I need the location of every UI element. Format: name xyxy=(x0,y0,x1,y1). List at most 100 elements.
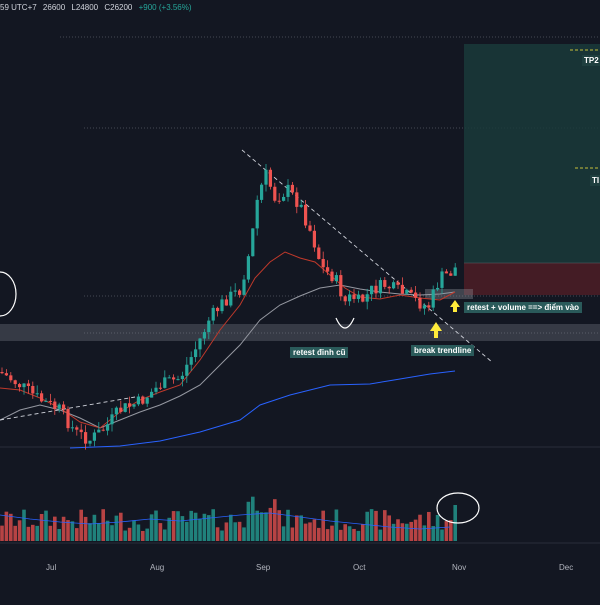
retest-volume-annotation[interactable]: retest + volume ==> điểm vào xyxy=(464,302,583,313)
volume-bar xyxy=(44,510,48,541)
x-axis-label-nov: Nov xyxy=(452,563,467,572)
volume-bar xyxy=(35,525,39,541)
volume-bar xyxy=(119,512,123,541)
volume-bar xyxy=(0,525,4,541)
volume-bar xyxy=(387,515,391,541)
volume-bar xyxy=(189,510,193,541)
volume-bar xyxy=(290,527,295,541)
candle-body xyxy=(145,397,149,404)
volume-bar xyxy=(378,529,383,541)
candle-body xyxy=(158,387,162,389)
candle-body xyxy=(295,192,299,207)
candle-body xyxy=(396,282,400,285)
volume-bar xyxy=(149,514,154,541)
candle-body xyxy=(150,391,154,398)
volume-bar xyxy=(167,517,171,541)
candle-body xyxy=(431,289,435,308)
volume-bar xyxy=(303,523,308,541)
volume-bar xyxy=(361,524,365,541)
x-axis-label-sep: Sep xyxy=(256,563,271,572)
volume-bar xyxy=(268,507,273,541)
candle-body xyxy=(216,307,220,312)
volume-bar xyxy=(308,522,312,541)
volume-bar xyxy=(17,520,22,541)
candle-series xyxy=(0,163,457,450)
volume-bar xyxy=(61,516,66,541)
candle-body xyxy=(202,332,206,339)
candle-body xyxy=(229,291,233,306)
volume-bar xyxy=(123,530,127,541)
volume-bar xyxy=(39,513,44,541)
volume-bar xyxy=(365,511,369,541)
candle-body xyxy=(339,275,343,297)
volume-bar xyxy=(229,514,233,541)
tp2-label[interactable]: TP2 xyxy=(582,55,600,66)
volume-bar xyxy=(48,525,53,541)
volume-bar xyxy=(242,527,246,541)
volume-ma-line xyxy=(0,512,451,530)
volume-bar xyxy=(325,529,330,541)
volume-bar xyxy=(334,509,339,541)
highlight-circle-volume xyxy=(436,492,480,524)
volume-bar xyxy=(4,511,9,541)
candle-body xyxy=(22,383,26,388)
candle-body xyxy=(405,289,409,294)
volume-bar xyxy=(264,512,268,541)
volume-bar xyxy=(176,511,180,541)
candle-body xyxy=(128,403,132,407)
retest-old-top-annotation[interactable]: retest đỉnh cũ xyxy=(290,347,349,358)
volume-series xyxy=(0,496,457,541)
arrow-up-icon-entry xyxy=(450,300,460,312)
change-value: +900 (+3.56%) xyxy=(138,3,192,12)
candle-body xyxy=(92,432,96,441)
candle-body xyxy=(154,387,158,392)
candle-body xyxy=(163,377,167,388)
open-value: 26600 xyxy=(42,3,66,12)
volume-bar xyxy=(105,520,110,541)
candle-body xyxy=(418,297,422,309)
volume-bar xyxy=(198,518,202,541)
close-value: C26200 xyxy=(104,3,133,12)
volume-bar xyxy=(207,515,211,541)
candle-body xyxy=(4,373,8,376)
tp1-label[interactable]: TI xyxy=(590,175,600,186)
candle-body xyxy=(383,280,387,287)
volume-bar xyxy=(180,516,185,541)
candle-body xyxy=(194,349,198,358)
volume-bar xyxy=(26,526,31,541)
candle-body xyxy=(286,184,290,197)
volume-bar xyxy=(413,519,418,541)
candle-body xyxy=(198,338,202,350)
break-trendline-annotation[interactable]: break trendline xyxy=(411,345,475,356)
ma-fast-line xyxy=(0,251,456,429)
x-axis-label-jul: Jul xyxy=(46,563,57,572)
candle-body xyxy=(101,429,105,431)
candle-body xyxy=(119,407,123,412)
volume-bar xyxy=(347,526,352,541)
volume-bar xyxy=(321,510,325,541)
candle-body xyxy=(66,408,70,429)
candle-body xyxy=(97,429,101,433)
candle-body xyxy=(246,256,250,280)
volume-bar xyxy=(79,509,83,541)
volume-bar xyxy=(154,510,158,541)
volume-bar xyxy=(431,526,435,541)
volume-bar xyxy=(317,527,321,541)
candle-body xyxy=(211,307,215,321)
volume-bar xyxy=(400,523,405,541)
volume-bar xyxy=(224,522,229,541)
candle-body xyxy=(220,299,224,312)
volume-bar xyxy=(22,509,26,541)
volume-bar xyxy=(299,515,303,541)
candle-body xyxy=(370,285,374,295)
candle-body xyxy=(348,294,352,302)
candle-body xyxy=(136,396,140,405)
candle-body xyxy=(378,280,382,294)
volume-bar xyxy=(114,515,119,541)
volume-bar xyxy=(13,525,17,541)
volume-bar xyxy=(97,523,101,541)
candle-body xyxy=(13,380,17,385)
candle-body xyxy=(436,287,440,290)
